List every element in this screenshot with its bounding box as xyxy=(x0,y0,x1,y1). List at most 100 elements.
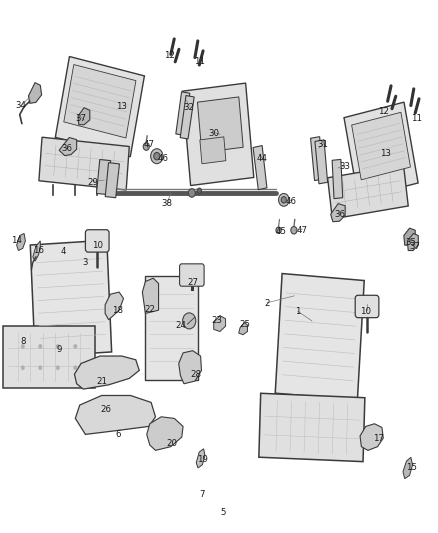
Text: 29: 29 xyxy=(88,178,98,187)
Text: 34: 34 xyxy=(15,101,27,110)
Circle shape xyxy=(56,344,60,349)
Circle shape xyxy=(21,344,25,349)
Text: 10: 10 xyxy=(92,241,103,249)
Text: 35: 35 xyxy=(405,238,417,247)
Polygon shape xyxy=(145,276,198,379)
Text: 44: 44 xyxy=(256,155,268,163)
FancyBboxPatch shape xyxy=(85,230,109,252)
Polygon shape xyxy=(404,228,415,245)
Polygon shape xyxy=(74,356,139,389)
Text: 13: 13 xyxy=(116,102,127,111)
Polygon shape xyxy=(17,233,25,251)
Polygon shape xyxy=(183,83,254,185)
Polygon shape xyxy=(55,56,145,157)
Text: 18: 18 xyxy=(112,306,123,314)
Circle shape xyxy=(291,227,297,234)
Polygon shape xyxy=(198,97,243,152)
Text: 15: 15 xyxy=(406,464,417,472)
Polygon shape xyxy=(200,137,226,164)
Polygon shape xyxy=(78,108,90,125)
Text: 38: 38 xyxy=(162,199,173,208)
Polygon shape xyxy=(253,146,267,190)
Polygon shape xyxy=(331,204,345,222)
Polygon shape xyxy=(142,278,159,313)
Text: 30: 30 xyxy=(208,129,219,138)
Text: 10: 10 xyxy=(360,308,371,316)
Polygon shape xyxy=(196,449,205,468)
Circle shape xyxy=(143,143,149,150)
Text: 46: 46 xyxy=(286,197,297,206)
Text: 28: 28 xyxy=(191,370,202,378)
Polygon shape xyxy=(315,140,328,184)
Text: 11: 11 xyxy=(410,114,422,123)
Text: 36: 36 xyxy=(334,210,345,219)
Text: 20: 20 xyxy=(166,439,177,448)
FancyBboxPatch shape xyxy=(355,295,379,318)
Circle shape xyxy=(151,149,163,164)
Polygon shape xyxy=(105,163,120,198)
Text: 36: 36 xyxy=(61,144,72,152)
Polygon shape xyxy=(332,159,343,199)
Circle shape xyxy=(281,197,286,203)
Text: 19: 19 xyxy=(197,455,208,464)
Polygon shape xyxy=(360,424,383,450)
Text: 26: 26 xyxy=(100,405,112,414)
Circle shape xyxy=(279,193,289,206)
Text: 17: 17 xyxy=(373,434,385,442)
Circle shape xyxy=(188,189,195,197)
Text: 45: 45 xyxy=(276,228,287,236)
Text: 12: 12 xyxy=(164,52,176,60)
Text: 46: 46 xyxy=(157,155,169,163)
Polygon shape xyxy=(30,240,112,357)
Text: 27: 27 xyxy=(187,278,198,287)
Text: 3: 3 xyxy=(83,258,88,266)
Text: 24: 24 xyxy=(175,321,186,329)
Text: 6: 6 xyxy=(116,430,121,439)
Polygon shape xyxy=(176,92,190,135)
Text: 25: 25 xyxy=(239,320,250,328)
Polygon shape xyxy=(344,102,418,198)
Polygon shape xyxy=(105,292,124,320)
Text: 13: 13 xyxy=(380,149,391,158)
Text: 31: 31 xyxy=(318,141,329,149)
Text: 16: 16 xyxy=(33,246,44,255)
Circle shape xyxy=(56,366,60,370)
Text: 2: 2 xyxy=(265,300,270,308)
Text: 7: 7 xyxy=(200,490,205,498)
FancyBboxPatch shape xyxy=(180,264,204,286)
Polygon shape xyxy=(33,241,40,261)
Text: 5: 5 xyxy=(221,508,226,517)
Text: 37: 37 xyxy=(410,242,421,251)
Polygon shape xyxy=(275,273,364,400)
Polygon shape xyxy=(179,351,201,384)
Text: 8: 8 xyxy=(20,337,25,345)
Polygon shape xyxy=(3,326,95,388)
Text: 23: 23 xyxy=(211,317,223,325)
Polygon shape xyxy=(96,159,111,195)
Polygon shape xyxy=(180,95,194,139)
Text: 9: 9 xyxy=(57,345,62,353)
Polygon shape xyxy=(328,165,408,219)
Circle shape xyxy=(74,366,77,370)
Circle shape xyxy=(39,366,42,370)
Polygon shape xyxy=(64,64,136,138)
Polygon shape xyxy=(75,395,155,434)
Polygon shape xyxy=(59,138,77,156)
Circle shape xyxy=(74,344,77,349)
Text: 32: 32 xyxy=(184,103,195,112)
Circle shape xyxy=(154,152,160,160)
Text: 33: 33 xyxy=(339,162,351,171)
Polygon shape xyxy=(147,417,183,450)
Text: 22: 22 xyxy=(144,305,155,313)
Text: 47: 47 xyxy=(143,141,155,149)
Circle shape xyxy=(183,313,196,329)
Polygon shape xyxy=(259,393,365,462)
Polygon shape xyxy=(403,457,413,479)
Circle shape xyxy=(197,188,201,193)
Circle shape xyxy=(276,227,281,233)
Circle shape xyxy=(39,344,42,349)
Polygon shape xyxy=(214,316,226,332)
Text: 21: 21 xyxy=(96,377,107,385)
Text: 14: 14 xyxy=(11,237,22,245)
Polygon shape xyxy=(239,322,247,335)
